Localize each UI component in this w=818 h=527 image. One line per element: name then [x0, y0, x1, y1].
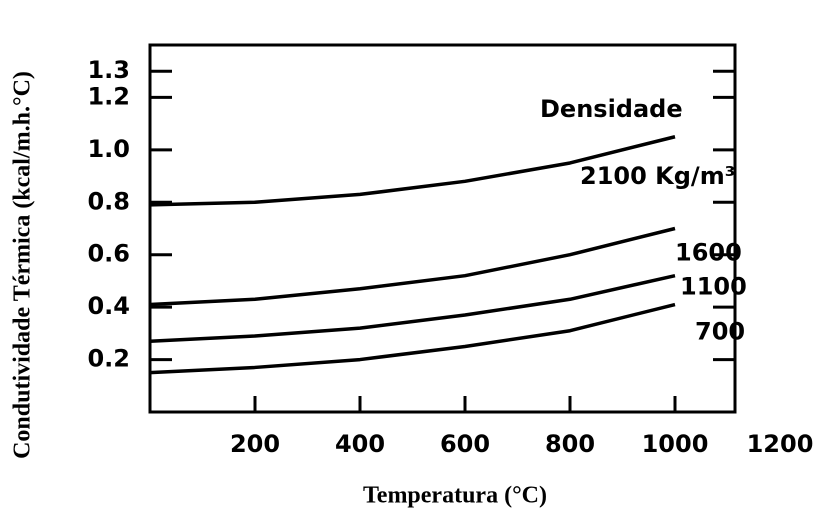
series-label: 1600 [675, 239, 742, 267]
x-tick-label: 1000 [642, 430, 709, 458]
y-tick-label: 1.2 [87, 82, 130, 110]
y-tick-label: 1.3 [87, 56, 130, 84]
x-tick-label: 1200 [747, 430, 814, 458]
y-axis-label: Condutividade Térmica (kcal/m.h.°C) [10, 71, 36, 459]
plot-frame [148, 43, 737, 414]
x-axis-label: Temperatura (°C) [363, 483, 547, 509]
series-label: 1100 [680, 273, 747, 301]
y-tick-label: 0.6 [87, 240, 130, 268]
y-tick-label: 0.4 [87, 292, 130, 320]
y-tick-label: 0.2 [87, 345, 130, 373]
x-tick-label: 800 [545, 430, 595, 458]
series-label: 700 [695, 318, 745, 346]
series-line [149, 135, 676, 207]
x-tick-label: 600 [440, 430, 490, 458]
x-tick-label: 400 [335, 430, 385, 458]
x-tick-label: 200 [230, 430, 280, 458]
series-line [149, 273, 676, 343]
series-line [149, 302, 676, 375]
y-tick-label: 0.8 [87, 187, 130, 215]
annotation: Densidade [540, 95, 683, 123]
series-line [149, 226, 676, 307]
series-label: 2100 Kg/m³ [580, 162, 735, 190]
y-tick-label: 1.0 [87, 135, 130, 163]
